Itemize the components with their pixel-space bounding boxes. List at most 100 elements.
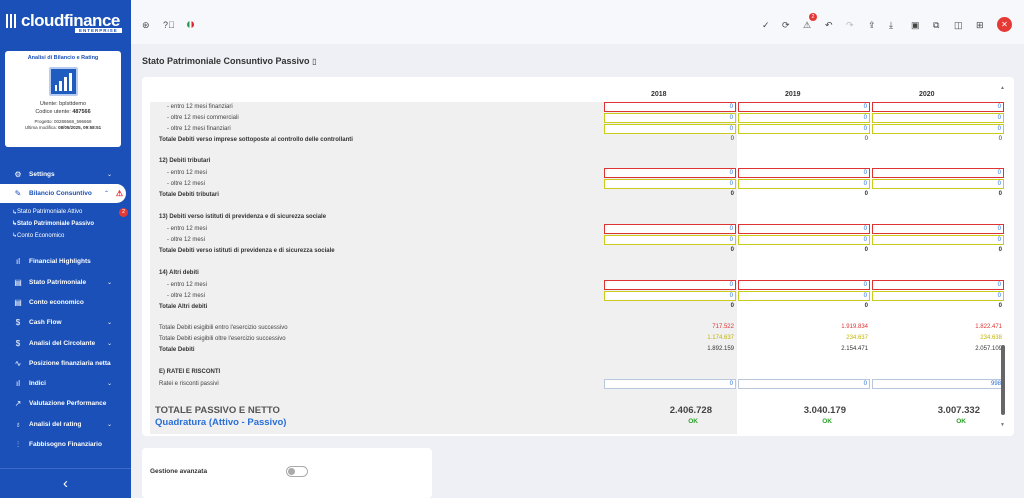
nav-indici[interactable]: ıl Indici ⌄ — [0, 373, 131, 393]
value-input[interactable]: 998 — [872, 379, 1004, 389]
value-input[interactable]: 0 — [872, 113, 1004, 123]
brand-sub: ENTERPRISE — [75, 28, 122, 33]
main-nav: ⚙ Settings ⌄ ✎ Bilancio Consuntivo ⌃ ⚠ ↳ Stat… — [0, 164, 131, 455]
undo-icon[interactable]: ↶ — [825, 20, 833, 30]
download-icon[interactable]: ⤓ — [889, 20, 893, 30]
gear-icon: ⚙ — [14, 169, 22, 179]
value-input[interactable]: 0 — [604, 113, 736, 123]
table-row: Totale Debiti tributari 0 0 0 — [142, 190, 1002, 200]
edit-icon: ✎ — [14, 189, 22, 199]
balance-sheet-panel: 2018 2019 2020 - entro 12 mesi finanziar… — [142, 77, 1014, 436]
nav-financial-highlights[interactable]: ıl Financial Highlights — [0, 252, 131, 272]
nav-fabbisogno[interactable]: ⫶ Fabbisogno Finanziario — [0, 434, 131, 454]
value-input[interactable]: 0 — [738, 179, 870, 189]
labels-column-bg — [150, 102, 737, 434]
value-cell: 0 — [864, 303, 868, 309]
value-input[interactable]: 0 — [872, 291, 1004, 301]
advanced-label: Gestione avanzata — [150, 468, 208, 475]
row-label: - oltre 12 mesi — [167, 293, 206, 299]
value-input[interactable]: 0 — [738, 235, 870, 245]
nav-analisi-circolante[interactable]: $ Analisi del Circolante ⌄ — [0, 333, 131, 353]
value-input[interactable]: 0 — [872, 124, 1004, 134]
nav-settings[interactable]: ⚙ Settings ⌄ — [14, 169, 112, 179]
save-icon[interactable]: ▣ — [911, 20, 920, 30]
scroll-down-icon[interactable]: ▼ — [1000, 422, 1005, 428]
row-label: Ratei e risconti passivi — [159, 381, 219, 387]
book-icon[interactable]: ▯ — [312, 57, 317, 66]
row-label: 14) Altri debiti — [159, 270, 199, 276]
value-input[interactable]: 0 — [872, 235, 1004, 245]
sub-sp-passivo[interactable]: ↳ Stato Patrimoniale Passivo — [12, 220, 95, 228]
value-input[interactable]: 0 — [872, 179, 1004, 189]
brand-logo[interactable]: cloudfinance — [6, 11, 120, 31]
value-input[interactable]: 0 — [604, 280, 736, 290]
value-input[interactable]: 0 — [604, 168, 736, 178]
value-input[interactable]: 0 — [738, 280, 870, 290]
nav-analisi-rating[interactable]: ♁ Analisi del rating ⌄ — [15, 419, 112, 429]
value-input[interactable]: 0 — [738, 168, 870, 178]
warning-icon[interactable]: ⚠ 2 — [803, 13, 817, 31]
redo-icon[interactable]: ↷ — [846, 20, 854, 30]
value-input[interactable]: 0 — [604, 179, 736, 189]
advanced-card: Gestione avanzata — [142, 448, 432, 498]
value-input[interactable]: 0 — [738, 124, 870, 134]
chevron-up-icon: ⌃ — [103, 191, 109, 198]
value-input[interactable]: 0 — [604, 235, 736, 245]
help-icon[interactable]: ?⃝ — [163, 20, 175, 30]
row-label: E) RATEI E RISCONTI — [159, 369, 221, 375]
row-label: Totale Debiti verso imprese sottoposte a… — [159, 137, 353, 143]
table-row: 14) Altri debiti — [142, 268, 1002, 278]
row-label: Totale Debiti esigibili oltre l'esercizi… — [159, 336, 286, 342]
value-input[interactable]: 0 — [604, 102, 736, 112]
value-cell: 2.057.109 — [975, 346, 1002, 352]
value-cell: 1.174.637 — [707, 335, 734, 341]
nav-stato-patrimoniale[interactable]: ▤ Stato Patrimoniale ⌄ — [14, 277, 112, 287]
total-value-2020: 3.007.332 — [937, 405, 980, 416]
vertical-scrollbar[interactable]: ▲ ▼ — [1000, 85, 1006, 430]
close-button[interactable]: ✕ — [997, 17, 1012, 32]
value-input[interactable]: 0 — [738, 113, 870, 123]
nav-posizione-finanziaria[interactable]: ∿ Posizione finanziaria netta — [14, 358, 111, 368]
table-row: Ratei e risconti passivi 0 0 998 — [142, 379, 1004, 389]
check-icon[interactable]: ✓ — [762, 20, 770, 30]
columns-icon[interactable]: ◫ — [954, 20, 963, 30]
nav-valutazione-performance[interactable]: ↗ Valutazione Performance — [14, 399, 107, 409]
value-input[interactable]: 0 — [872, 102, 1004, 112]
table-row: 13) Debiti verso istituti di previdenza … — [142, 212, 1002, 222]
grid-icon[interactable]: ⊞ — [976, 20, 984, 30]
value-input[interactable]: 0 — [738, 224, 870, 234]
refresh-icon[interactable]: ⟳ — [782, 20, 790, 30]
value-input[interactable]: 0 — [872, 224, 1004, 234]
scrollbar-thumb[interactable] — [1001, 345, 1005, 415]
total-value-2019: 3.040.179 — [803, 405, 846, 416]
nav-cash-flow[interactable]: $ Cash Flow ⌄ — [0, 313, 131, 333]
nav-conto-economico[interactable]: ▤ Conto economico — [14, 297, 84, 307]
support-icon[interactable]: ⊛ — [142, 20, 150, 30]
value-cell: 0 — [730, 303, 734, 309]
close-icon: ✕ — [1001, 20, 1008, 29]
warning-badge: 2 — [809, 13, 817, 21]
advanced-toggle[interactable] — [286, 466, 308, 477]
check-2018: OK — [688, 418, 698, 425]
chevron-down-icon: ⌄ — [106, 279, 112, 286]
value-input[interactable]: 0 — [604, 291, 736, 301]
value-input[interactable]: 0 — [604, 224, 736, 234]
language-flag-icon[interactable] — [187, 20, 194, 30]
copy-icon[interactable]: ⧉ — [933, 20, 940, 30]
collapse-sidebar-button[interactable]: ‹ — [0, 468, 131, 498]
scroll-up-icon[interactable]: ▲ — [1000, 85, 1005, 91]
check-label: Quadratura (Attivo - Passivo) — [155, 417, 287, 428]
value-input[interactable]: 0 — [604, 124, 736, 134]
sub-sp-attivo[interactable]: ↳ Stato Patrimoniale Attivo 2 — [8, 206, 131, 218]
value-cell: 0 — [998, 136, 1002, 142]
value-input[interactable]: 0 — [872, 280, 1004, 290]
value-input[interactable]: 0 — [738, 102, 870, 112]
value-input[interactable]: 0 — [738, 379, 870, 389]
sub-conto-economico[interactable]: ↳ Conto Economico — [12, 232, 65, 240]
value-input[interactable]: 0 — [738, 291, 870, 301]
value-input[interactable]: 0 — [604, 379, 736, 389]
upload-icon[interactable]: ⇪ — [868, 20, 876, 30]
value-input[interactable]: 0 — [872, 168, 1004, 178]
value-cell: 0 — [998, 247, 1002, 253]
nav-bilancio-consuntivo[interactable]: ✎ Bilancio Consuntivo ⌃ ⚠ — [0, 184, 126, 204]
